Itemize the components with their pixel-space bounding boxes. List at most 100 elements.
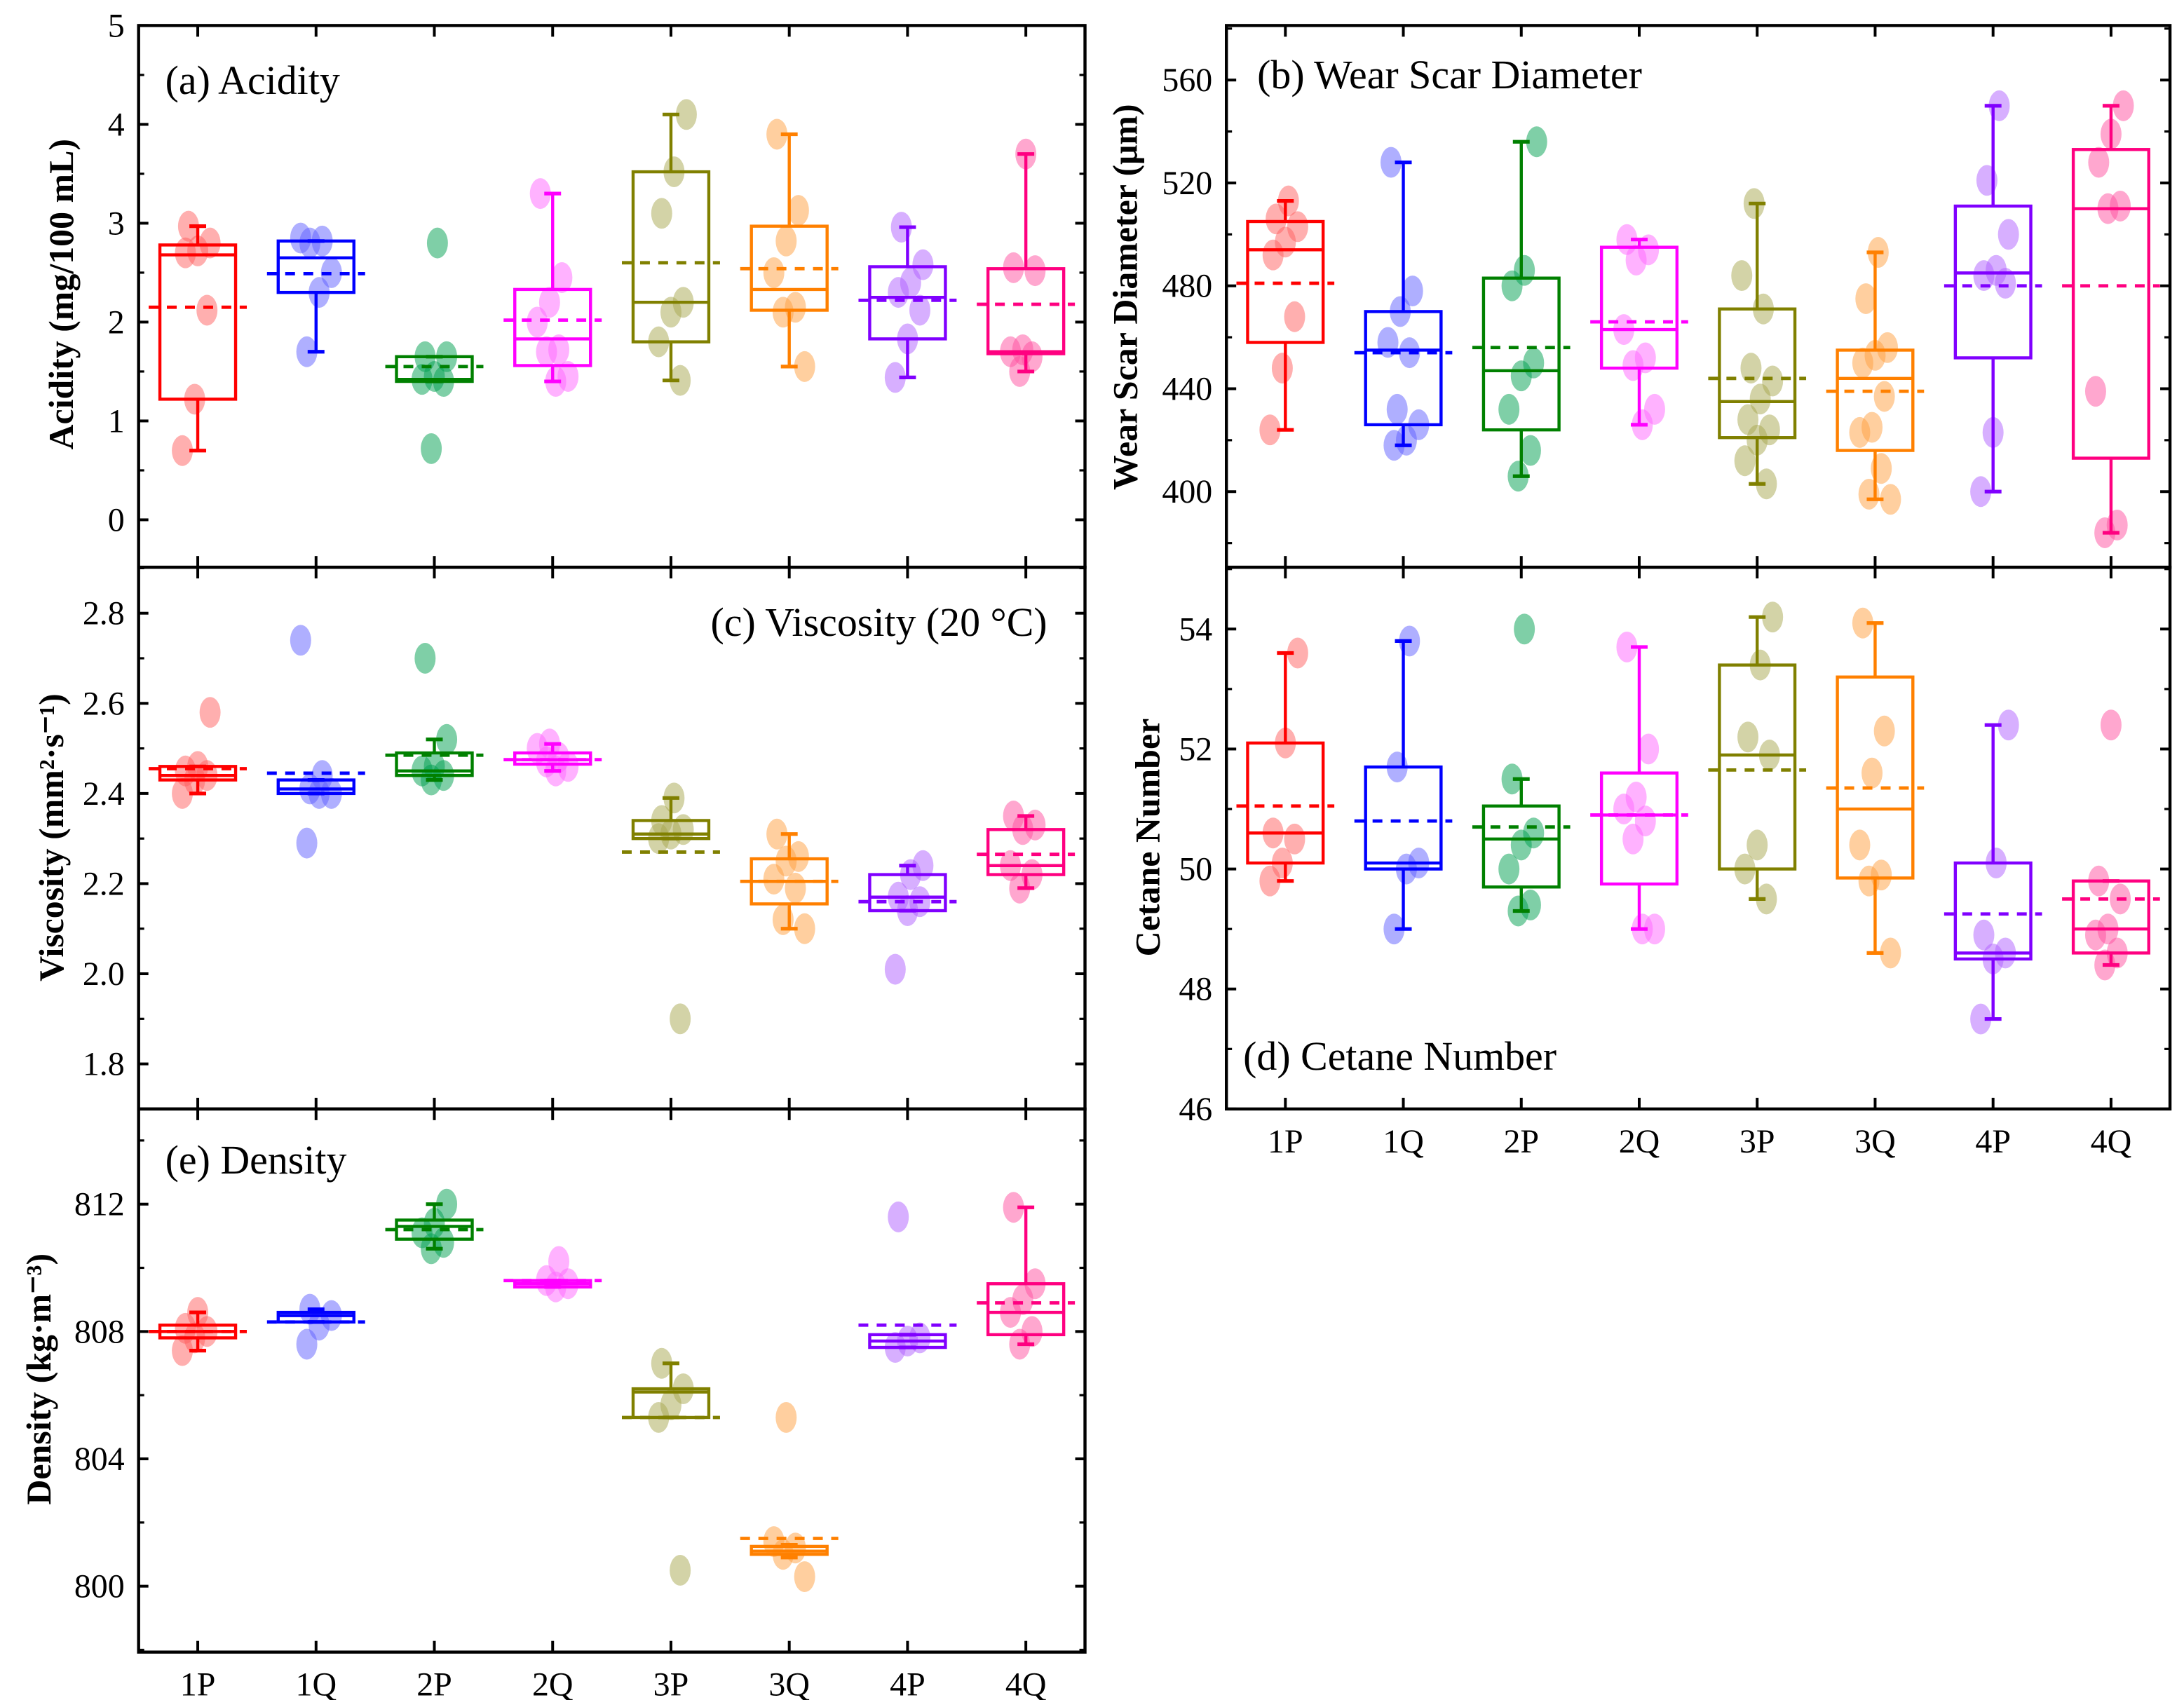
- x-tick-label: 1Q: [1383, 1123, 1424, 1160]
- data-point: [414, 643, 436, 674]
- x-tick-label: 3Q: [768, 1666, 810, 1700]
- x-tick-label: 4Q: [2091, 1123, 2132, 1160]
- box-1P: [1236, 637, 1335, 897]
- data-point: [199, 227, 221, 259]
- data-point: [888, 1201, 909, 1232]
- data-point: [1737, 721, 1759, 753]
- data-point: [529, 178, 551, 210]
- box-iqr: [631, 170, 711, 344]
- data-point: [1762, 601, 1784, 633]
- data-point: [1498, 393, 1520, 425]
- data-point: [884, 362, 906, 393]
- y-tick-label: 48: [1179, 971, 1212, 1008]
- data-point: [670, 1554, 691, 1586]
- data-point: [2100, 709, 2122, 741]
- data-point: [884, 953, 906, 985]
- data-point: [1998, 219, 2019, 250]
- box-iqr: [986, 267, 1066, 355]
- box-iqr: [986, 1282, 1066, 1337]
- data-point: [1271, 353, 1293, 384]
- box-1Q: [1354, 147, 1453, 461]
- data-point: [1287, 211, 1308, 243]
- data-point: [1643, 393, 1665, 425]
- x-tick-label: 3P: [1739, 1123, 1775, 1160]
- data-point: [1762, 365, 1784, 397]
- box-3P: [1708, 601, 1807, 915]
- data-point: [1380, 147, 1402, 178]
- y-tick-label: 480: [1162, 268, 1212, 305]
- data-point: [1758, 414, 1780, 446]
- data-point: [912, 249, 934, 280]
- x-tick-label: 1P: [1268, 1123, 1303, 1160]
- box-iqr: [276, 239, 355, 294]
- box-iqr: [1953, 204, 2033, 360]
- data-point: [763, 257, 785, 288]
- y-tick-label: 54: [1179, 611, 1212, 648]
- data-point: [551, 262, 573, 293]
- box-1P: [149, 210, 247, 466]
- data-point: [296, 336, 318, 367]
- panel-title: (d) Cetane Number: [1243, 1033, 1556, 1079]
- data-point: [1746, 829, 1768, 861]
- box-iqr: [395, 355, 474, 383]
- data-point: [548, 334, 569, 365]
- data-point: [1740, 353, 1762, 384]
- box-iqr: [2071, 879, 2150, 955]
- data-point: [1638, 234, 1660, 266]
- data-point: [1625, 781, 1647, 812]
- box-2P: [1472, 613, 1571, 927]
- box-iqr: [158, 243, 238, 401]
- box-3Q: [1826, 237, 1925, 515]
- data-point: [1634, 342, 1656, 374]
- data-point: [787, 195, 809, 226]
- panel-title: (c) Viscosity (20 °C): [711, 599, 1047, 645]
- data-point: [1523, 347, 1545, 379]
- data-point: [1861, 412, 1883, 443]
- plot-frame: [137, 1107, 1087, 1654]
- plot-frame: [1224, 565, 2172, 1111]
- data-point: [1852, 607, 1873, 639]
- box-4Q: [977, 138, 1076, 387]
- box-4Q: [977, 1192, 1076, 1360]
- y-axis-title: Wear Scar Diameter (μm): [1106, 104, 1144, 490]
- data-point: [436, 1188, 458, 1220]
- y-tick-label: 4: [108, 106, 125, 143]
- y-tick-label: 2.0: [83, 956, 125, 993]
- data-point: [1873, 381, 1895, 412]
- data-point: [290, 222, 311, 254]
- y-tick-label: 46: [1179, 1091, 1212, 1128]
- data-point: [775, 1402, 797, 1433]
- data-point: [775, 225, 797, 257]
- data-point: [1880, 484, 1901, 515]
- box-3Q: [1826, 607, 1925, 969]
- data-point: [651, 198, 672, 229]
- box-3Q: [740, 818, 839, 944]
- box-iqr: [868, 265, 947, 341]
- box-2Q: [503, 1246, 602, 1303]
- box-4P: [1944, 90, 2042, 508]
- data-point: [1734, 445, 1756, 477]
- box-iqr: [986, 828, 1066, 876]
- data-point: [794, 1561, 815, 1592]
- x-tick-label: 2P: [1503, 1123, 1539, 1160]
- box-iqr: [395, 751, 474, 777]
- data-point: [1402, 276, 1423, 307]
- data-point: [1501, 763, 1523, 795]
- y-tick-label: 2.6: [83, 685, 125, 722]
- x-tick-label: 3P: [653, 1666, 689, 1700]
- box-4Q: [2062, 709, 2160, 981]
- data-point: [196, 294, 218, 326]
- box-iqr: [1481, 804, 1561, 889]
- box-iqr: [1246, 741, 1325, 865]
- y-tick-label: 800: [74, 1568, 125, 1605]
- data-point: [1287, 637, 1308, 669]
- panel-title: (a) Acidity: [165, 57, 340, 103]
- data-point: [527, 306, 548, 338]
- box-1P: [149, 697, 247, 809]
- data-point: [785, 872, 806, 904]
- box-iqr: [868, 873, 947, 913]
- box-3Q: [740, 118, 839, 382]
- box-3P: [621, 1347, 720, 1586]
- data-point: [320, 257, 342, 288]
- data-point: [670, 365, 691, 396]
